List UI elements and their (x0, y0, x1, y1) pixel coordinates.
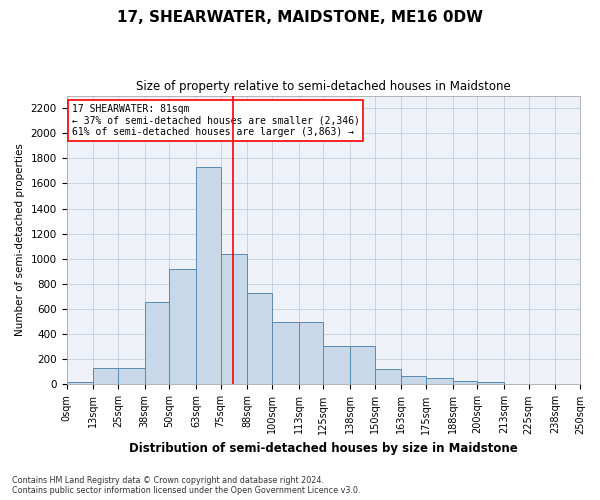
Text: 17 SHEARWATER: 81sqm
← 37% of semi-detached houses are smaller (2,346)
61% of se: 17 SHEARWATER: 81sqm ← 37% of semi-detac… (71, 104, 359, 138)
Bar (426, 378, 452, 384)
Bar (67, 382, 93, 384)
Bar (145, 302, 169, 384)
Bar (478, 382, 504, 384)
Bar (323, 346, 350, 385)
Bar (196, 167, 221, 384)
Text: 17, SHEARWATER, MAIDSTONE, ME16 0DW: 17, SHEARWATER, MAIDSTONE, ME16 0DW (117, 10, 483, 25)
Bar (118, 368, 145, 384)
Bar (221, 254, 247, 384)
Bar (93, 368, 118, 384)
Text: Contains HM Land Registry data © Crown copyright and database right 2024.
Contai: Contains HM Land Registry data © Crown c… (12, 476, 361, 495)
X-axis label: Distribution of semi-detached houses by size in Maidstone: Distribution of semi-detached houses by … (129, 442, 518, 455)
Bar (272, 322, 299, 384)
Bar (374, 370, 401, 384)
Bar (350, 346, 374, 385)
Bar (299, 322, 323, 384)
Bar (401, 376, 426, 384)
Bar (247, 293, 272, 384)
Y-axis label: Number of semi-detached properties: Number of semi-detached properties (15, 144, 25, 336)
Bar (452, 382, 478, 384)
Title: Size of property relative to semi-detached houses in Maidstone: Size of property relative to semi-detach… (136, 80, 511, 93)
Bar (169, 269, 196, 384)
